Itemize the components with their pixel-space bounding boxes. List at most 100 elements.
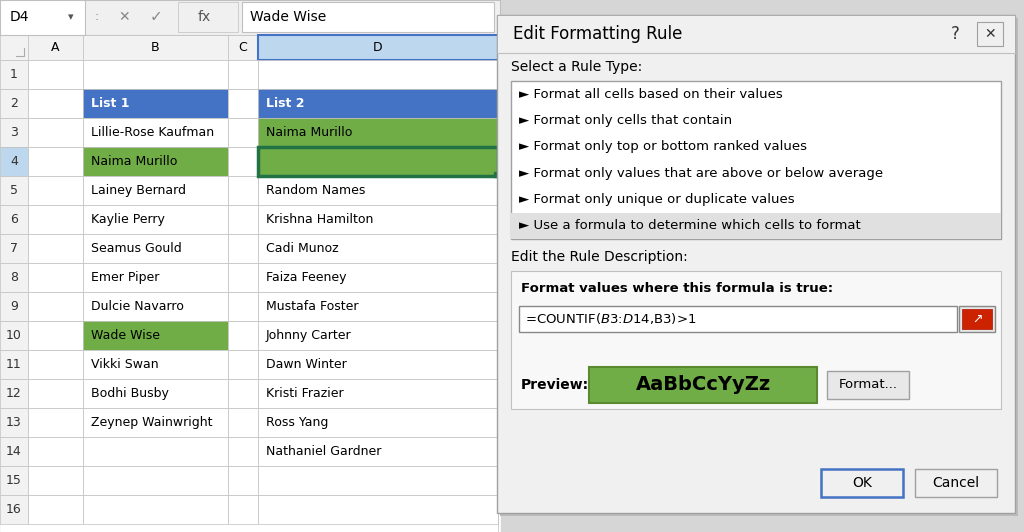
Text: 9: 9 xyxy=(10,300,18,313)
Bar xyxy=(0,0,500,35)
Bar xyxy=(258,321,498,350)
Bar xyxy=(28,466,83,495)
Bar xyxy=(258,147,498,176)
Bar xyxy=(497,15,1015,53)
Bar xyxy=(228,292,258,321)
Bar xyxy=(83,408,228,437)
Text: ↗: ↗ xyxy=(972,312,982,326)
Bar xyxy=(0,437,28,466)
Bar xyxy=(28,60,83,89)
Text: :: : xyxy=(94,11,98,23)
Text: Edit the Rule Description:: Edit the Rule Description: xyxy=(511,250,688,264)
Text: Cadi Munoz: Cadi Munoz xyxy=(266,242,339,255)
Text: Kaylie Perry: Kaylie Perry xyxy=(91,213,165,226)
Bar xyxy=(28,263,83,292)
Bar xyxy=(228,205,258,234)
Bar xyxy=(228,176,258,205)
Bar xyxy=(0,379,28,408)
Bar xyxy=(258,292,498,321)
Text: 7: 7 xyxy=(10,242,18,255)
Bar xyxy=(258,89,498,118)
Bar xyxy=(0,147,28,176)
Text: Kristi Frazier: Kristi Frazier xyxy=(266,387,344,400)
Bar xyxy=(500,18,1018,516)
Text: ► Use a formula to determine which cells to format: ► Use a formula to determine which cells… xyxy=(519,219,861,232)
Bar xyxy=(258,495,498,524)
Text: ✕: ✕ xyxy=(118,10,130,24)
Bar xyxy=(258,205,498,234)
Text: ▾: ▾ xyxy=(68,12,74,22)
Bar xyxy=(258,379,498,408)
Bar xyxy=(258,35,498,60)
Bar xyxy=(0,495,28,524)
Bar xyxy=(962,309,992,329)
Bar xyxy=(28,147,83,176)
Text: ✓: ✓ xyxy=(150,10,163,24)
Bar xyxy=(258,60,498,89)
Bar xyxy=(959,306,995,332)
Text: Emer Piper: Emer Piper xyxy=(91,271,160,284)
Bar xyxy=(589,367,817,403)
Text: 16: 16 xyxy=(6,503,22,516)
Bar xyxy=(519,306,957,332)
Bar xyxy=(28,379,83,408)
Bar xyxy=(0,118,28,147)
Bar xyxy=(511,213,1001,239)
Bar xyxy=(0,176,28,205)
Text: Cancel: Cancel xyxy=(933,476,980,490)
Bar xyxy=(228,495,258,524)
Bar xyxy=(258,263,498,292)
Bar xyxy=(0,321,28,350)
Bar xyxy=(28,176,83,205)
Bar xyxy=(83,60,228,89)
Bar xyxy=(83,89,228,118)
Bar xyxy=(0,292,28,321)
Text: 1: 1 xyxy=(10,68,18,81)
Bar xyxy=(228,263,258,292)
Bar xyxy=(28,118,83,147)
Text: Format...: Format... xyxy=(839,378,897,392)
Bar xyxy=(228,89,258,118)
Bar xyxy=(83,321,228,350)
Text: fx: fx xyxy=(198,10,211,24)
Text: OK: OK xyxy=(852,476,872,490)
Text: Select a Rule Type:: Select a Rule Type: xyxy=(511,60,642,74)
Bar xyxy=(83,379,228,408)
Bar xyxy=(258,437,498,466)
Bar xyxy=(228,466,258,495)
Text: 4: 4 xyxy=(10,155,18,168)
Bar xyxy=(0,35,500,532)
Text: 5: 5 xyxy=(10,184,18,197)
Bar xyxy=(228,379,258,408)
Bar xyxy=(178,2,238,32)
Text: Bodhi Busby: Bodhi Busby xyxy=(91,387,169,400)
Bar xyxy=(0,205,28,234)
Bar xyxy=(28,205,83,234)
Bar xyxy=(28,495,83,524)
Bar xyxy=(228,321,258,350)
Text: 2: 2 xyxy=(10,97,18,110)
Text: ► Format all cells based on their values: ► Format all cells based on their values xyxy=(519,88,782,101)
Bar xyxy=(0,350,28,379)
Bar xyxy=(28,321,83,350)
Bar xyxy=(83,292,228,321)
Text: 11: 11 xyxy=(6,358,22,371)
Bar xyxy=(915,469,997,497)
Bar xyxy=(258,466,498,495)
Bar xyxy=(0,234,28,263)
Bar xyxy=(83,176,228,205)
Text: 13: 13 xyxy=(6,416,22,429)
Text: Format values where this formula is true:: Format values where this formula is true… xyxy=(521,282,834,295)
Text: 14: 14 xyxy=(6,445,22,458)
Text: 12: 12 xyxy=(6,387,22,400)
Text: ► Format only cells that contain: ► Format only cells that contain xyxy=(519,114,732,127)
Bar xyxy=(28,89,83,118)
Bar xyxy=(258,147,498,176)
Text: D: D xyxy=(373,41,383,54)
Text: Ross Yang: Ross Yang xyxy=(266,416,329,429)
Bar xyxy=(821,469,903,497)
Bar xyxy=(83,466,228,495)
Bar xyxy=(28,350,83,379)
Bar xyxy=(0,466,28,495)
Text: Nathaniel Gardner: Nathaniel Gardner xyxy=(266,445,381,458)
